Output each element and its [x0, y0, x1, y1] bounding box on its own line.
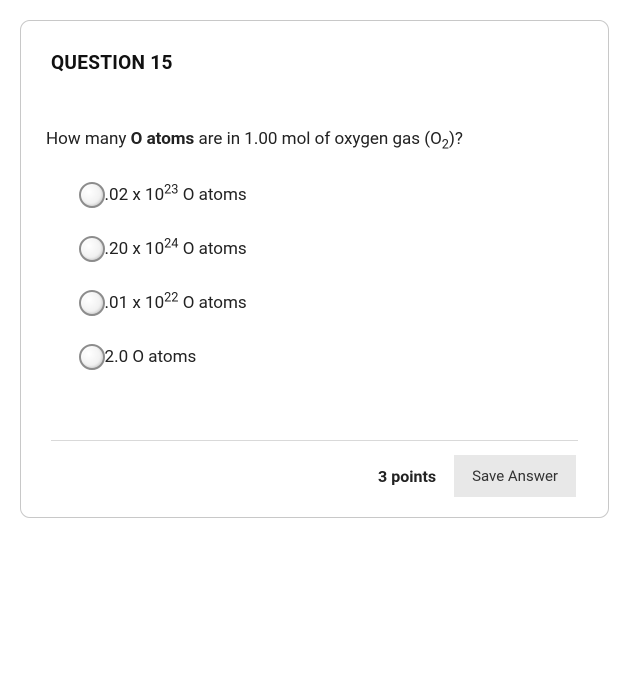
prompt-pre: How many [46, 129, 131, 149]
points-label: 3 points [378, 467, 436, 486]
save-answer-button[interactable]: Save Answer [454, 455, 576, 497]
opt-base: x 10 [128, 239, 164, 259]
option-4-label: 32.0 O atoms [95, 345, 196, 370]
option-2[interactable]: 1.20 x 1024 O atoms [79, 236, 578, 262]
opt-base: x 10 [128, 293, 164, 313]
opt-exp: 22 [164, 291, 178, 306]
options-group: 6.02 x 1023 O atoms 1.20 x 1024 O atoms … [51, 182, 578, 370]
option-1-label: 6.02 x 1023 O atoms [95, 183, 247, 208]
prompt-bold: O atoms [131, 129, 195, 149]
opt-exp: 24 [164, 237, 178, 252]
question-card: QUESTION 15 How many O atoms are in 1.00… [20, 20, 609, 518]
opt-rest: O atoms [178, 239, 246, 259]
opt-rest: O atoms [178, 185, 246, 205]
option-1[interactable]: 6.02 x 1023 O atoms [79, 182, 578, 208]
opt-exp: 23 [164, 183, 178, 198]
question-prompt: How many O atoms are in 1.00 mol of oxyg… [46, 129, 578, 152]
option-3[interactable]: 3.01 x 1022 O atoms [79, 290, 578, 316]
option-4[interactable]: 32.0 O atoms [79, 344, 578, 370]
option-2-label: 1.20 x 1024 O atoms [95, 237, 247, 262]
opt-base: x 10 [128, 185, 164, 205]
option-3-label: 3.01 x 1022 O atoms [95, 291, 247, 316]
divider [51, 440, 578, 441]
opt-rest: O atoms [178, 293, 246, 313]
prompt-post: )? [449, 129, 463, 149]
footer: 3 points Save Answer [51, 455, 578, 497]
question-title: QUESTION 15 [51, 51, 578, 74]
prompt-mid: are in 1.00 mol of oxygen gas (O [194, 129, 442, 149]
opt-rest: O atoms [128, 347, 196, 367]
prompt-sub: 2 [442, 137, 449, 152]
